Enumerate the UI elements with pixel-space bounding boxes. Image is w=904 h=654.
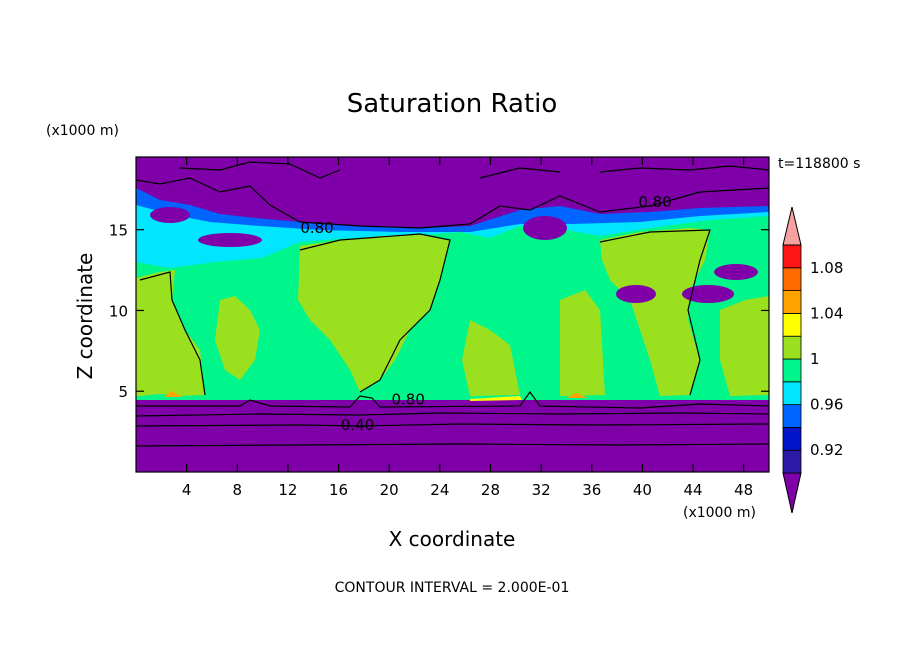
x-tick-label: 8 [233,481,243,499]
contour-label: 0.80 [391,390,424,408]
supersat-column-1 [136,270,205,396]
x-tick-label: 4 [182,481,192,499]
colorbar-low-extension [782,472,802,514]
supersat-column-2 [298,234,450,392]
supersat-column-4 [560,290,605,396]
contour-line-080-lower [136,390,769,409]
contour-interval-footer: CONTOUR INTERVAL = 2.000E-01 [335,580,570,596]
supersat-column-5 [600,228,710,396]
supersat-column-6 [215,296,260,380]
dry-pocket-6 [523,216,567,240]
colorbar-swatch [782,267,802,291]
contour-field: 0.80 0.80 0.80 0.40 [136,157,769,472]
contour-labels: 0.80 0.80 0.80 0.40 [300,193,671,434]
peak-spot-1 [164,391,182,397]
x-tick-label: 48 [734,481,753,499]
y-axis-label: Z coordinate [73,253,97,380]
x-axis-label: X coordinate [389,527,516,551]
colorbar: 0.92 0.96 1 1.04 1.08 [782,206,843,514]
y-tick-label: 15 [109,222,128,240]
x-tick-label: 16 [329,481,348,499]
colorbar-swatch [782,381,802,405]
dry-lower-layer [136,401,769,472]
y-unit-label: (x1000 m) [46,123,119,139]
contour-line-cloud-3 [599,229,711,396]
contour-line-top [179,161,769,179]
x-tick-label: 12 [278,481,297,499]
contour-line-020 [136,443,769,447]
x-tick-label: 40 [633,481,652,499]
colorbar-swatch [782,312,802,337]
dry-pocket-4 [714,264,758,280]
contour-label: 0.80 [638,193,671,211]
dry-pocket-2 [616,285,656,303]
contour-line-040 [136,423,769,427]
dry-pocket-5 [150,207,190,223]
colorbar-label: 0.92 [810,441,843,459]
colorbar-high-extension [782,206,802,246]
colorbar-label: 0.96 [810,396,843,414]
x-tick-label: 36 [582,481,601,499]
colorbar-label: 1 [810,350,820,368]
contour-lines [136,161,769,447]
x-tick-label: 20 [380,481,399,499]
colorbar-swatch [782,404,802,428]
peak-spot-2 [470,396,522,401]
x-tick-label: 24 [430,481,449,499]
colorbar-swatch [782,290,802,314]
colorbar-swatch [782,244,802,269]
colorbar-swatch [782,449,802,474]
y-tick-label: 10 [109,302,128,320]
y-tick-label: 5 [118,383,128,401]
contour-line-080-upper [136,177,769,229]
colorbar-swatch [782,358,802,383]
x-unit-label: (x1000 m) [683,505,756,521]
time-label: t=118800 s [778,156,860,172]
contour-line-cloud-1 [139,271,206,396]
x-tick-label: 32 [532,481,551,499]
dry-pocket-3 [682,285,734,303]
contour-line-cloud-2 [299,233,451,393]
x-tick-label: 28 [481,481,500,499]
colorbar-label: 1.08 [810,259,843,277]
plot-frame [135,156,770,473]
supersat-column-3 [462,320,520,396]
colorbar-swatch [782,426,802,451]
contour-line-060 [136,412,769,417]
chart-title: Saturation Ratio [347,89,558,119]
x-tick-label: 44 [683,481,702,499]
contour-label: 0.40 [341,416,374,434]
dry-pocket-1 [198,233,262,247]
colorbar-swatch [782,335,802,360]
contour-label: 0.80 [300,219,333,237]
colorbar-label: 1.04 [810,304,843,322]
peak-spot-3 [566,393,588,398]
supersat-column-7 [720,296,769,396]
